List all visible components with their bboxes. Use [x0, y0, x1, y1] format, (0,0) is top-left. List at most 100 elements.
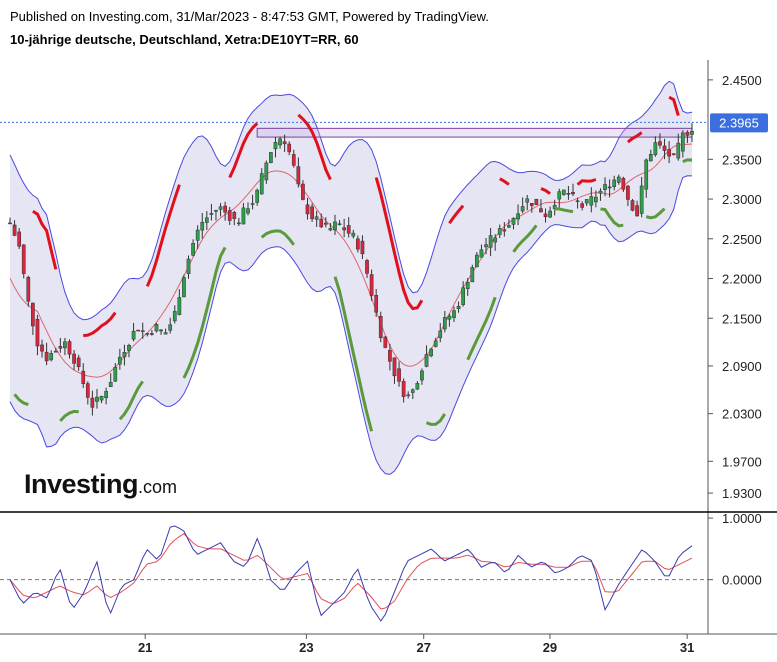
candle: [566, 186, 571, 200]
candle: [113, 363, 118, 383]
candle: [525, 194, 530, 211]
candle: [53, 347, 58, 353]
candle: [502, 222, 507, 237]
candle: [360, 235, 365, 260]
supertrend-up-segment: [682, 158, 693, 164]
candle: [127, 343, 131, 358]
supertrend-down-segment: [145, 184, 181, 287]
candle: [227, 206, 232, 225]
resistance-zone: [256, 127, 693, 138]
candle: [369, 269, 374, 301]
oscillator-main-line: [9, 525, 693, 622]
candle: [351, 229, 356, 239]
candle: [305, 197, 310, 220]
supertrend-down-segment: [499, 177, 510, 186]
candle: [337, 220, 342, 226]
candle: [255, 188, 260, 206]
candle: [232, 210, 237, 226]
candle: [31, 302, 35, 335]
candle: [58, 337, 63, 353]
supertrend-up-segment: [118, 380, 144, 421]
candle: [310, 203, 314, 222]
price-tick-label: 2.3500: [722, 152, 762, 167]
candle: [397, 361, 401, 387]
candle: [456, 301, 461, 313]
price-tick-label: 2.1500: [722, 311, 762, 326]
candle: [269, 152, 273, 164]
candle: [241, 202, 246, 225]
candle: [136, 329, 141, 332]
price-tick-label: 1.9700: [722, 454, 762, 469]
candle: [539, 199, 543, 213]
candle: [104, 387, 108, 405]
candle: [415, 380, 420, 391]
candle: [63, 337, 67, 356]
oscillator-tick-label: 1.0000: [722, 511, 762, 526]
bollinger-middle-line: [9, 143, 693, 378]
price-tick-label: 2.0900: [722, 359, 762, 374]
candle: [690, 123, 694, 143]
candle: [433, 337, 438, 348]
candle: [95, 388, 99, 409]
candle: [516, 204, 520, 226]
supertrend-up-segment: [466, 296, 497, 361]
candle: [470, 264, 475, 283]
candle: [301, 180, 305, 201]
candle: [323, 217, 328, 228]
price-tick-label: 2.2000: [722, 272, 762, 287]
supertrend-up-segment: [554, 207, 574, 214]
candle: [195, 225, 200, 250]
date-tick-label: 27: [416, 640, 430, 655]
candle: [438, 323, 443, 343]
supertrend-down-segment: [83, 311, 117, 338]
candle: [667, 141, 671, 164]
candle: [99, 395, 104, 404]
candle: [163, 328, 168, 335]
investing-logo: Investing .com: [24, 469, 177, 499]
candle: [72, 350, 76, 370]
candle: [374, 288, 379, 317]
supertrend-down-segment: [297, 113, 332, 181]
price-tick-labels: 2.4500 2.3500 2.3000 2.2500 2.2000 2.1500 2.09…: [708, 73, 762, 501]
candle: [429, 347, 433, 358]
candle: [17, 227, 22, 249]
date-tick-label: 23: [299, 640, 313, 655]
candle: [630, 198, 635, 212]
candle: [653, 136, 658, 157]
candle: [85, 381, 90, 405]
candle: [214, 209, 218, 221]
candle: [182, 274, 186, 298]
candle: [67, 339, 72, 359]
candle: [658, 133, 662, 149]
instrument-title: 10-jährige deutsche, Deutschland, Xetra:…: [10, 32, 359, 47]
candle: [237, 217, 241, 227]
last-price-label: 2.3965: [719, 115, 759, 130]
price-tick-label: 2.3000: [722, 192, 762, 207]
candle: [461, 281, 465, 307]
candle: [204, 211, 209, 230]
candle: [12, 220, 17, 237]
candle: [246, 202, 250, 216]
candle: [484, 237, 488, 255]
candle: [561, 189, 566, 196]
candle: [424, 345, 429, 368]
candle: [76, 354, 81, 371]
date-tick-label: 21: [138, 640, 152, 655]
candle: [621, 176, 626, 192]
candle: [122, 344, 127, 366]
candle: [548, 206, 552, 219]
candle: [365, 258, 369, 278]
candle: [200, 212, 205, 239]
candle: [479, 244, 484, 258]
candle: [488, 227, 493, 257]
candle: [21, 244, 26, 279]
candle: [520, 197, 525, 214]
logo-main-text: Investing: [24, 469, 138, 499]
candle: [49, 350, 54, 362]
candle: [493, 234, 498, 251]
candle: [150, 330, 154, 336]
candle: [250, 194, 255, 210]
candle: [40, 339, 44, 358]
candle: [191, 239, 195, 257]
